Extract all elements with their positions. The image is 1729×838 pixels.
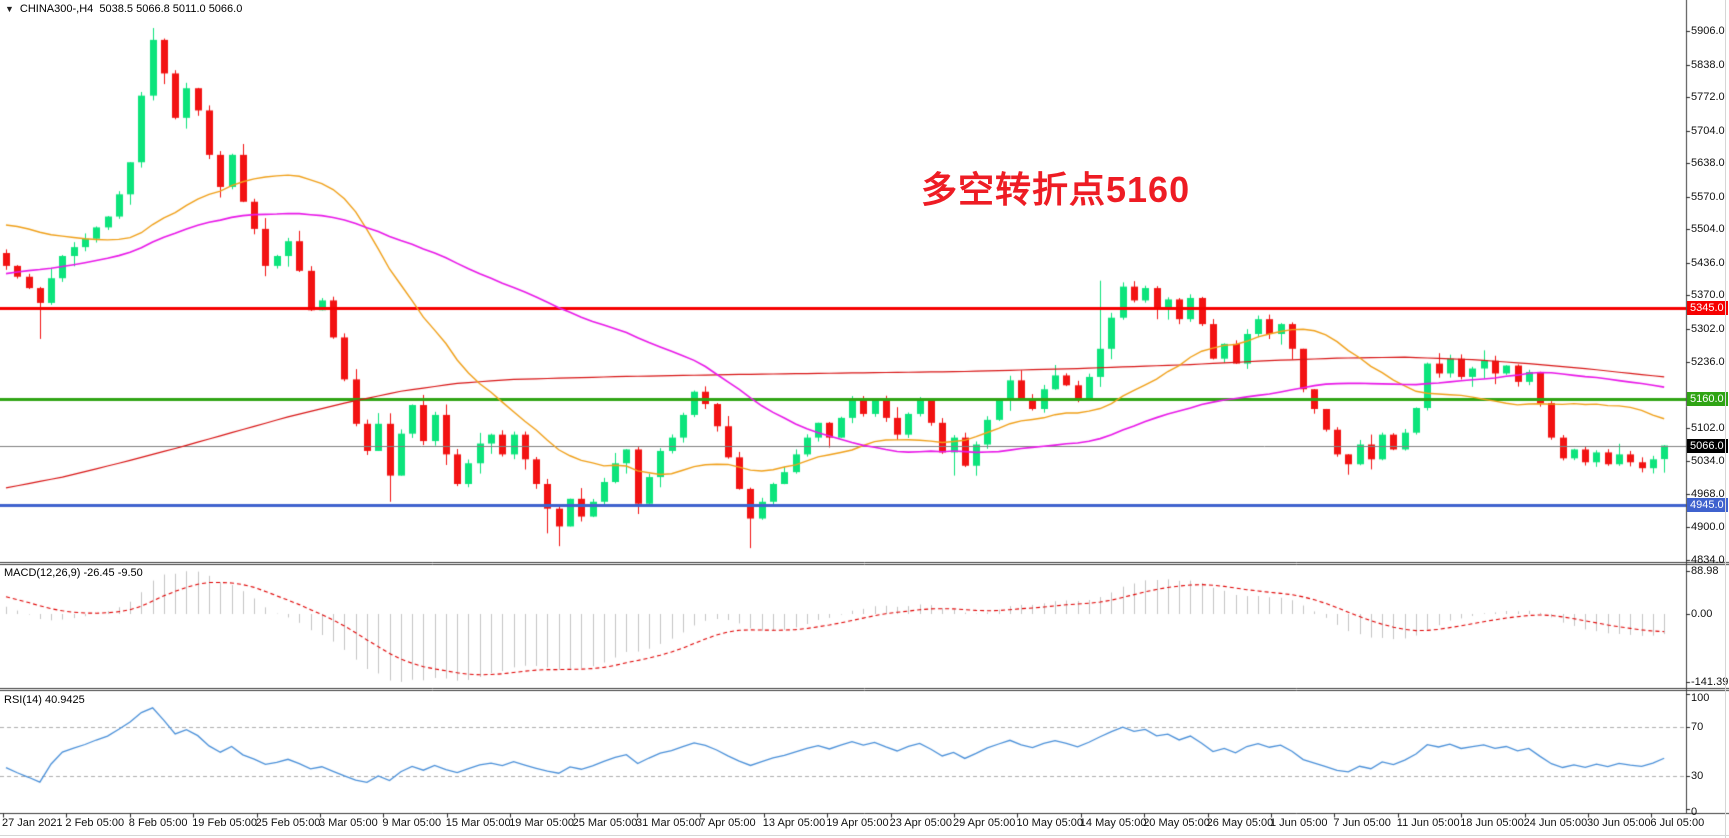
rsi-axis-tick-label: 30: [1691, 770, 1704, 783]
macd-indicator-label: MACD(12,26,9) -26.45 -9.50: [4, 567, 143, 579]
price-axis-tick-label: 5704.0: [1691, 124, 1725, 137]
date-label: 15 Mar 05:00: [445, 817, 511, 829]
date-label: 23 Apr 05:00: [889, 817, 952, 829]
price-level-chip: 5066.0: [1687, 438, 1728, 453]
date-label: 2 Feb 05:00: [65, 817, 125, 829]
date-label: 26 May 05:00: [1206, 817, 1274, 829]
macd-axis-tick-label: -141.39: [1691, 675, 1729, 688]
macd-axis-tick-label: 0.00: [1691, 608, 1713, 620]
date-label: 9 Mar 05:00: [382, 817, 442, 829]
price-axis-tick-label: 5906.0: [1691, 25, 1725, 37]
date-label: 1 Jun 05:00: [1270, 817, 1328, 829]
price-axis-tick-label: 4968.0: [1691, 487, 1725, 500]
price-axis-tick-label: 5034.0: [1691, 455, 1725, 468]
date-label: 10 May 05:00: [1016, 817, 1084, 829]
macd-axis-tick-label: 88.98: [1691, 565, 1719, 578]
rsi-axis-tick-label: 70: [1691, 720, 1704, 733]
rsi-axis-tick-label: 0: [1691, 806, 1698, 818]
price-axis-tick-label: 5102.0: [1691, 421, 1725, 434]
ohlc-values: 5038.5 5066.8 5011.0 5066.0: [99, 3, 243, 15]
date-label: 14 May 05:00: [1079, 817, 1147, 829]
date-label: 19 Feb 05:00: [192, 817, 258, 829]
rsi-axis-tick-label: 100: [1691, 692, 1710, 704]
date-label: 31 Mar 05:00: [636, 817, 701, 829]
price-level-chip: 4945.0: [1687, 498, 1728, 513]
price-axis-tick-label: 5370.0: [1691, 289, 1725, 302]
date-label: 19 Mar 05:00: [509, 817, 575, 829]
date-label: 6 Jul 05:00: [1650, 817, 1705, 829]
price-level-chip: 5160.0: [1687, 392, 1728, 407]
price-axis-tick-label: 4900.0: [1691, 521, 1725, 534]
window-right-edge: [1725, 0, 1726, 838]
date-label: 7 Apr 05:00: [699, 817, 756, 829]
price-axis-tick-label: 5570.0: [1691, 190, 1725, 203]
date-label: 8 Feb 05:00: [128, 817, 188, 829]
date-label: 25 Feb 05:00: [255, 817, 321, 829]
date-label: 7 Jun 05:00: [1333, 817, 1391, 829]
symbol-dropdown-icon[interactable]: ▼: [5, 4, 14, 14]
date-label: 30 Jun 05:00: [1587, 817, 1651, 829]
price-level-chip: 5345.0: [1687, 300, 1728, 315]
price-axis-tick-label: 4834.0: [1691, 553, 1725, 566]
date-label: 3 Mar 05:00: [319, 817, 378, 829]
date-label: 13 Apr 05:00: [762, 817, 826, 829]
window-bottom-edge: [0, 835, 1729, 836]
price-axis-tick-label: 5638.0: [1691, 157, 1725, 170]
date-label: 24 Jun 05:00: [1523, 817, 1588, 829]
date-label: 20 May 05:00: [1143, 817, 1210, 829]
price-axis-tick-label: 5302.0: [1691, 323, 1725, 336]
date-label: 19 Apr 05:00: [826, 817, 889, 829]
date-label: 29 Apr 05:00: [953, 817, 1016, 829]
price-axis-tick-label: 5838.0: [1691, 58, 1725, 71]
date-label: 11 Jun 05:00: [1396, 817, 1460, 829]
date-label: 18 Jun 05:00: [1460, 817, 1524, 829]
price-axis-tick-label: 5772.0: [1691, 91, 1725, 104]
symbol-label: CHINA300-,H4: [19, 3, 94, 15]
chart-title-row: ▼ CHINA300-,H4 5038.5 5066.8 5011.0 5066…: [5, 3, 242, 15]
date-label: 27 Jan 2021: [2, 817, 63, 829]
date-label: 25 Mar 05:00: [572, 817, 638, 829]
rsi-indicator-label: RSI(14) 40.9425: [4, 694, 85, 706]
price-axis-tick-label: 5504.0: [1691, 223, 1725, 236]
price-axis-tick-label: 5436.0: [1691, 256, 1725, 269]
price-axis-tick-label: 5236.0: [1691, 355, 1725, 368]
chart-title: CHINA300-,H4 5038.5 5066.8 5011.0 5066.0: [20, 3, 242, 15]
pivot-annotation-text: 多空转折点5160: [921, 169, 1191, 210]
